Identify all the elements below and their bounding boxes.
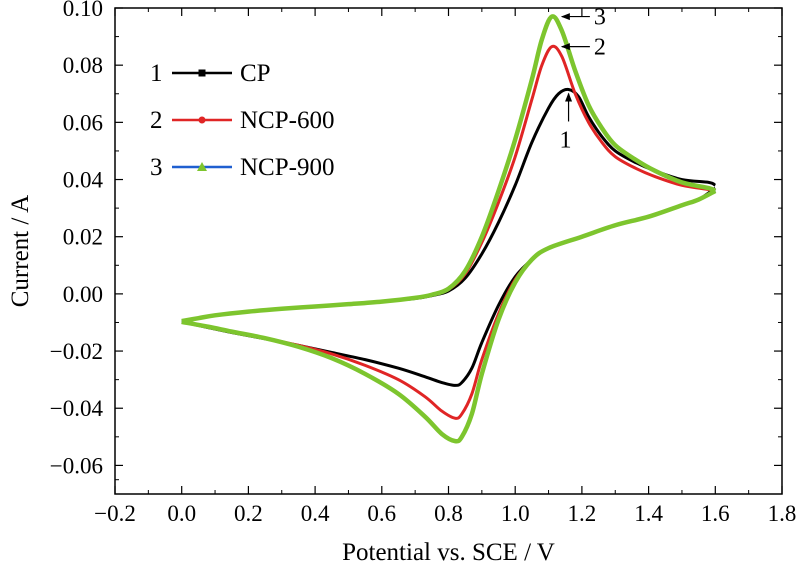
series-overlay-reverse [181, 188, 717, 444]
x-tick-label: 0.8 [434, 501, 463, 526]
y-tick-label: 0.00 [63, 282, 103, 307]
legend: 1 CP 2 NCP-600 3 NCP-900 [150, 60, 334, 181]
annotation-label: 2 [594, 35, 606, 61]
peak-annotations: 1 2 3 [560, 5, 606, 154]
legend-label: CP [240, 60, 271, 87]
x-tick-label: 0.2 [234, 501, 263, 526]
legend-entry-ncp-600: 2 NCP-600 [150, 107, 334, 134]
legend-number: 1 [150, 60, 163, 87]
legend-marker [198, 69, 206, 77]
series-ncp-900 [181, 14, 717, 444]
annotation-label: 3 [594, 5, 606, 31]
annotation-arrowhead [560, 43, 570, 51]
y-tick-label: −0.06 [50, 453, 103, 478]
x-tick-label: 0.6 [367, 501, 396, 526]
x-tick-label: −0.2 [94, 501, 136, 526]
legend-entry-cp: 1 CP [150, 60, 271, 87]
y-tick-label: 0.02 [63, 225, 103, 250]
x-tick-label: 0.0 [167, 501, 196, 526]
x-tick-label: 1.8 [768, 501, 797, 526]
legend-number: 3 [150, 154, 163, 181]
legend-entry-ncp-900: 3 NCP-900 [150, 154, 334, 181]
annotation-arrowhead [565, 92, 573, 102]
x-tick-label: 1.0 [501, 501, 530, 526]
plot-area [114, 7, 783, 495]
x-axis-title: Potential vs. SCE / V [342, 539, 555, 566]
legend-marker [197, 162, 207, 171]
legend-number: 2 [150, 107, 163, 134]
y-tick-label: −0.02 [50, 339, 103, 364]
legend-marker [198, 116, 206, 124]
annotation-label: 1 [560, 127, 572, 153]
y-tick-label: 0.06 [63, 110, 103, 135]
axes: −0.2 0.0 0.2 0.4 0.6 0.8 1.0 1.2 1.4 1.6 1.8 −0.06 −… [50, 0, 797, 526]
series-line-forward [181, 44, 716, 323]
y-tick-label: 0.04 [63, 168, 104, 193]
annotation-arrowhead [560, 13, 570, 21]
x-tick-label: 1.6 [701, 501, 730, 526]
legend-label: NCP-600 [240, 107, 334, 134]
y-tick-label: 0.08 [63, 53, 103, 78]
legend-label: NCP-900 [240, 154, 334, 181]
x-tick-label: 1.2 [568, 501, 597, 526]
series-ncp-600 [181, 44, 716, 420]
plot-frame [114, 7, 783, 495]
series-line-reverse [181, 189, 716, 443]
y-tick-label: −0.04 [50, 396, 104, 421]
y-tick-label: 0.10 [63, 0, 103, 21]
series-overlay-forward [181, 14, 717, 324]
x-tick-label: 1.4 [634, 501, 663, 526]
series-group [181, 14, 717, 444]
y-axis-title: Current / A [7, 195, 34, 308]
x-tick-label: 0.4 [301, 501, 330, 526]
